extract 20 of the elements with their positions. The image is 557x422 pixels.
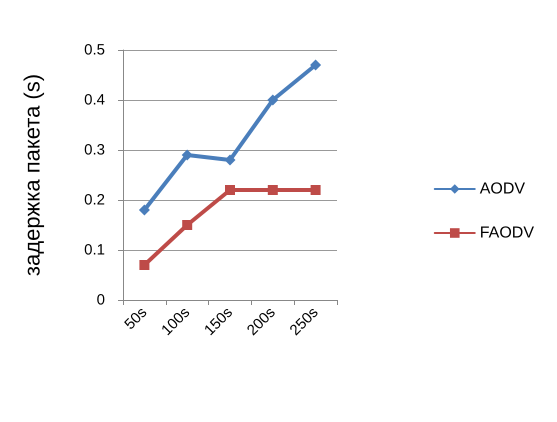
- point: [182, 220, 192, 230]
- point: [225, 185, 235, 195]
- y-tick-label: 0: [96, 292, 105, 308]
- point: [138, 204, 150, 216]
- y-tick-label: 0.3: [84, 142, 105, 158]
- legend-label: FAODV: [480, 224, 534, 242]
- point: [310, 185, 321, 195]
- y-tick-label: 0.5: [84, 42, 105, 58]
- point: [310, 60, 322, 70]
- point: [224, 154, 236, 166]
- point: [268, 185, 278, 195]
- y-tick-label: 0.1: [84, 242, 105, 258]
- point: [267, 94, 278, 106]
- y-tick-label: 0.2: [84, 192, 105, 208]
- point: [139, 260, 150, 270]
- x-tick-label: 50s: [121, 304, 150, 334]
- legend-label: AODV: [480, 180, 526, 198]
- y-tick-label: 0.4: [84, 92, 105, 108]
- y-axis-title: задержка пакета (s): [20, 74, 44, 276]
- point: [182, 150, 193, 160]
